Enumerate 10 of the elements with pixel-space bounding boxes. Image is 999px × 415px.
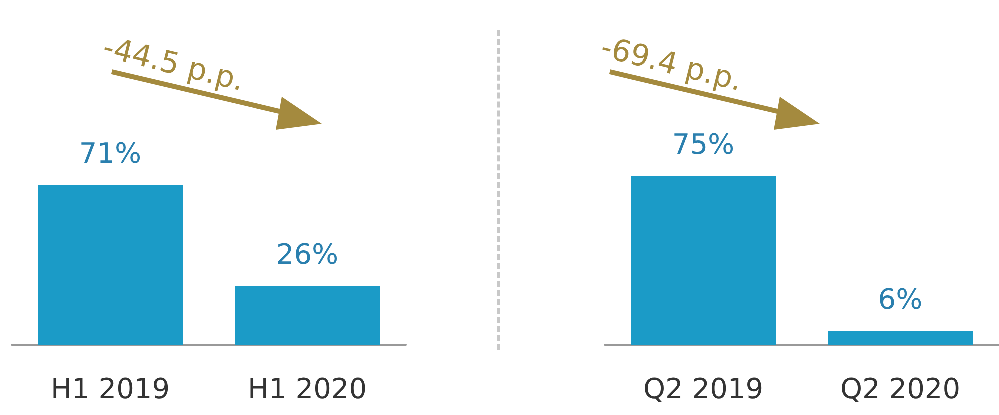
data-label: 75% (672, 128, 735, 161)
x-tick-label: Q2 2019 (643, 372, 764, 406)
text: -44.5 p.p. (100, 30, 248, 99)
data-label: 26% (276, 238, 339, 271)
x-tick-label: H1 2019 (50, 372, 170, 406)
data-label: 6% (878, 283, 923, 316)
text: -69.4 p.p. (598, 30, 746, 99)
x-tick-label: H1 2020 (248, 372, 368, 406)
data-label: 71% (79, 136, 142, 170)
x-tick-label: Q2 2020 (840, 372, 961, 406)
